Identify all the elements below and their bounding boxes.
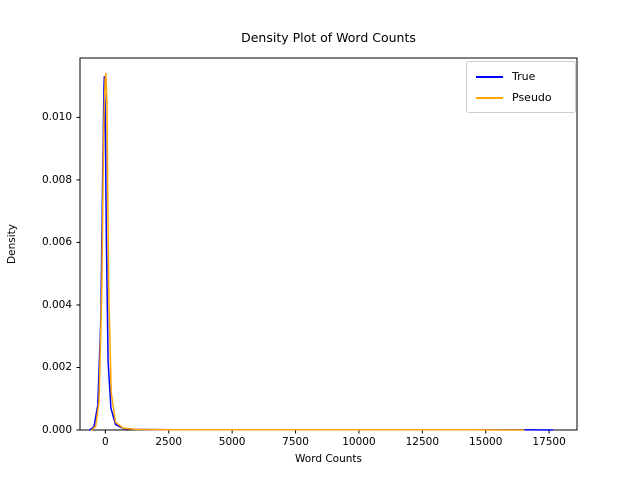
- y-tick-label: 0.002: [41, 361, 72, 374]
- y-tick-label: 0.000: [41, 424, 72, 436]
- x-tick-label: 7500: [282, 436, 309, 448]
- x-tick-label: 5000: [218, 436, 246, 448]
- legend-entry-pseudo: Pseudo: [476, 87, 567, 108]
- legend: True Pseudo: [466, 61, 576, 113]
- legend-label-true: True: [512, 70, 536, 83]
- legend-line-swatch-true: [476, 75, 503, 78]
- x-tick-label: 0: [102, 436, 109, 448]
- series-lines: [88, 72, 554, 431]
- legend-label-pseudo: Pseudo: [512, 91, 552, 104]
- y-tick-label: 0.010: [41, 111, 72, 124]
- y-axis-label: Density: [6, 224, 18, 264]
- tick-marks: [76, 116, 550, 434]
- y-tick-label: 0.004: [41, 298, 72, 311]
- x-tick-label: 2500: [155, 436, 183, 448]
- plot-area: [79, 57, 578, 431]
- legend-entry-true: True: [476, 66, 567, 87]
- x-tick-label: 15000: [469, 436, 503, 448]
- x-axis-label: Word Counts: [295, 453, 362, 465]
- y-tick-label: 0.008: [41, 173, 72, 186]
- legend-line-swatch-pseudo: [476, 96, 503, 99]
- series-line-pseudo: [90, 72, 525, 431]
- chart-title: Density Plot of Word Counts: [241, 30, 416, 45]
- x-tick-label: 17500: [532, 436, 566, 448]
- x-tick-label: 12500: [405, 436, 440, 448]
- y-tick-label: 0.006: [41, 236, 72, 249]
- x-tick-label: 10000: [342, 436, 376, 448]
